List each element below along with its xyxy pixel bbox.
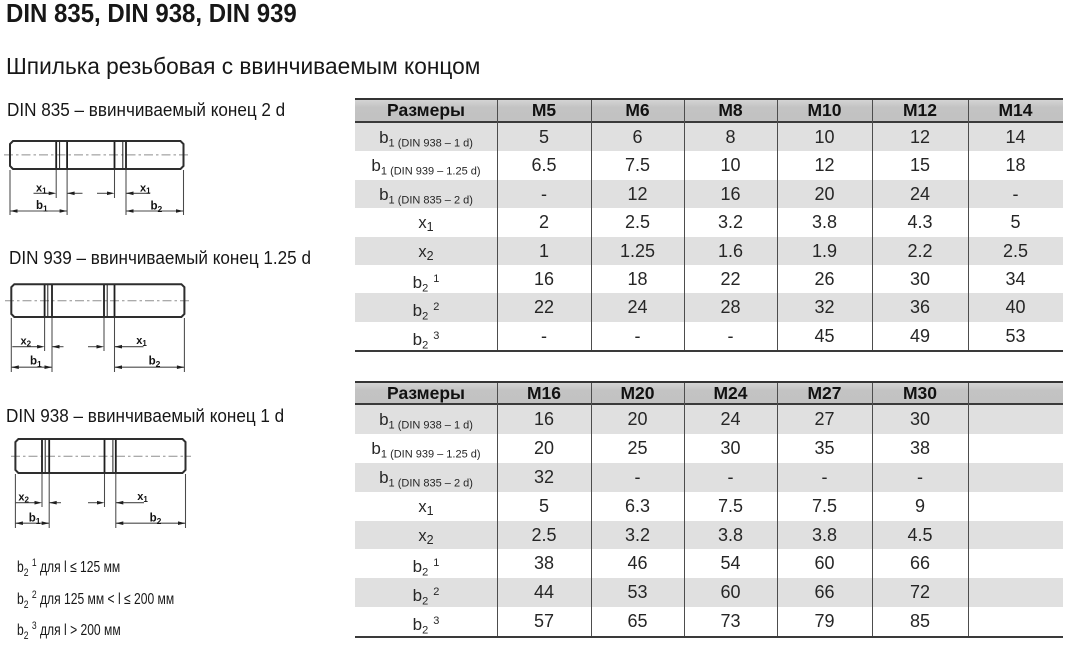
- svg-text:b2: b2: [149, 356, 161, 370]
- svg-text:x2: x2: [18, 492, 29, 505]
- svg-text:x2: x2: [21, 336, 32, 349]
- svg-text:x1: x1: [36, 183, 47, 196]
- svg-text:x1: x1: [140, 183, 151, 196]
- svg-text:x1: x1: [136, 335, 147, 348]
- svg-text:b1: b1: [30, 356, 42, 370]
- svg-text:b1: b1: [36, 200, 48, 214]
- svg-text:b1: b1: [29, 513, 41, 527]
- svg-text:b2: b2: [151, 201, 163, 215]
- svg-text:b2: b2: [150, 513, 162, 527]
- svg-text:x1: x1: [137, 491, 148, 504]
